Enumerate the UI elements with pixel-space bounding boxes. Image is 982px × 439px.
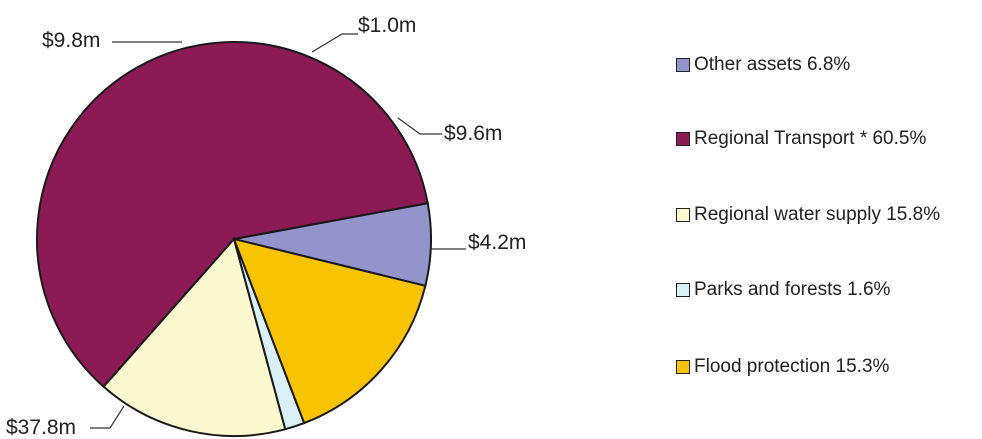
- data-label: $9.6m: [444, 122, 502, 145]
- legend-swatch: [676, 360, 690, 374]
- legend-item: Regional Transport * 60.5%: [676, 126, 926, 152]
- pie-slice-regional-water-supply: [102, 236, 287, 437]
- legend-item: Regional water supply 15.8%: [676, 202, 940, 228]
- legend-label: Other assets 6.8%: [694, 54, 851, 75]
- leader-line: [397, 117, 442, 135]
- legend-label: Regional water supply 15.8%: [694, 204, 941, 225]
- data-label: $37.8m: [6, 416, 76, 439]
- legend-item: Other assets 6.8%: [676, 52, 850, 78]
- pie-slice-regional-transport: [36, 41, 429, 389]
- pie-slice-flood-protection: [232, 237, 427, 425]
- data-label: $4.2m: [468, 231, 526, 254]
- legend-swatch: [676, 283, 690, 297]
- data-label: $1.0m: [358, 14, 416, 37]
- leader-line: [311, 33, 358, 53]
- data-labels: $4.2m $37.8m $9.8m $1.0m $9.6m: [6, 14, 526, 439]
- legend-label: Regional Transport * 60.5%: [694, 128, 927, 149]
- legend-label: Parks and forests 1.6%: [694, 279, 891, 300]
- legend-item: Flood protection 15.3%: [676, 354, 889, 380]
- leader-line: [90, 405, 125, 429]
- legend-swatch: [676, 58, 690, 72]
- legend-label: Flood protection 15.3%: [694, 356, 890, 377]
- legend-item: Parks and forests 1.6%: [676, 277, 890, 303]
- data-label: $9.8m: [42, 29, 100, 52]
- leader-lines: [90, 33, 466, 429]
- legend-swatch: [676, 132, 690, 146]
- legend-swatch: [676, 208, 690, 222]
- pie-slices: [36, 41, 432, 437]
